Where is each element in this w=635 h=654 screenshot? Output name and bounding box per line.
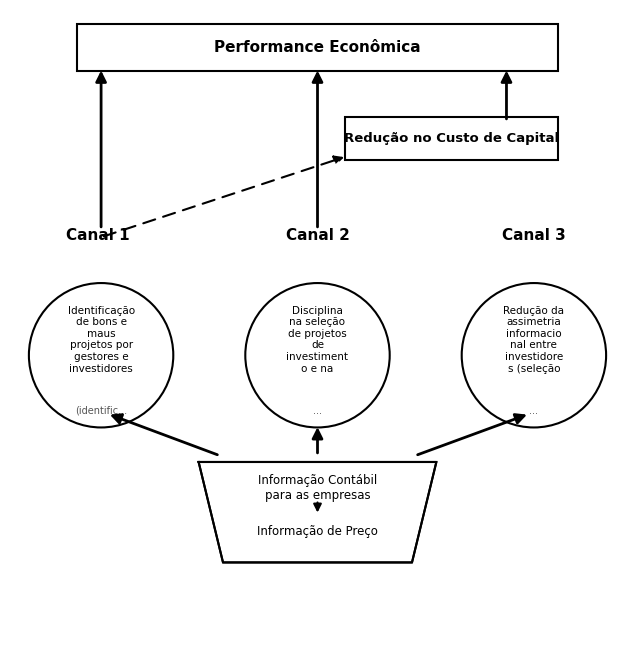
FancyBboxPatch shape xyxy=(77,24,558,71)
Text: ...: ... xyxy=(313,405,322,415)
Polygon shape xyxy=(199,462,436,562)
Text: ...: ... xyxy=(530,405,538,415)
Text: Canal 1: Canal 1 xyxy=(66,228,130,243)
Text: Canal 2: Canal 2 xyxy=(286,228,349,243)
Text: (identific...: (identific... xyxy=(75,405,127,415)
Text: Performance Econômica: Performance Econômica xyxy=(214,40,421,55)
FancyBboxPatch shape xyxy=(345,117,558,160)
Text: Identificação
de bons e
maus
projetos por
gestores e
investidores: Identificação de bons e maus projetos po… xyxy=(67,305,135,373)
Text: Redução da
assimetria
informacio
nal entre
investidore
s (seleção: Redução da assimetria informacio nal ent… xyxy=(504,305,565,373)
Text: Informação Contábil
para as empresas: Informação Contábil para as empresas xyxy=(258,474,377,502)
Text: Disciplina
na seleção
de projetos
de
investiment
o e na: Disciplina na seleção de projetos de inv… xyxy=(286,305,349,373)
Text: Informação de Preço: Informação de Preço xyxy=(257,525,378,538)
Text: Canal 3: Canal 3 xyxy=(502,228,566,243)
Text: Redução no Custo de Capital: Redução no Custo de Capital xyxy=(344,132,559,145)
